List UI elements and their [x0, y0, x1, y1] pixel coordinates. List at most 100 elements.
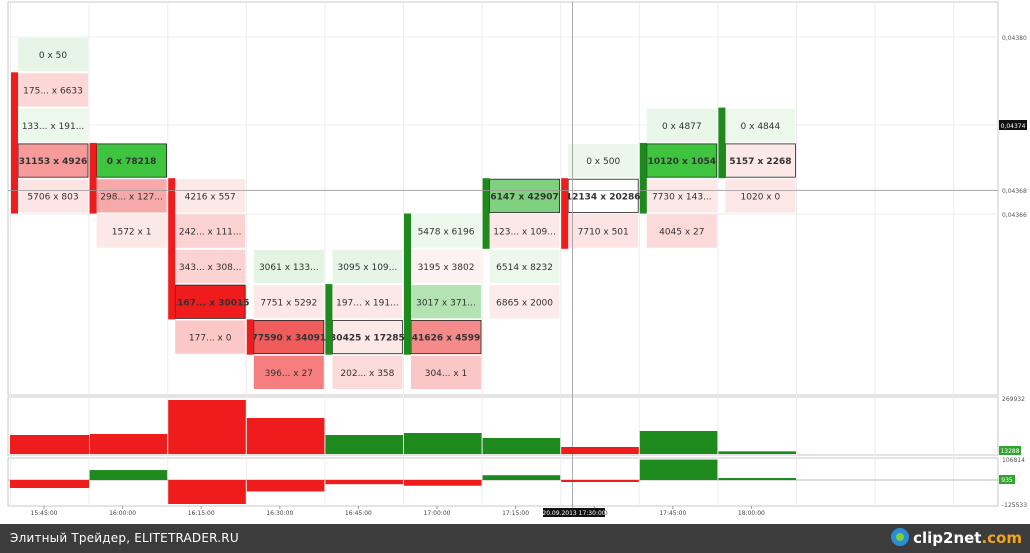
cell-label: 0 x 4844: [741, 122, 781, 132]
cell-label: 6514 x 8232: [496, 263, 553, 273]
footprint-cell: [489, 285, 560, 319]
time-tick-label: 17:00:00: [424, 510, 451, 517]
footprint-cell: [725, 108, 796, 142]
cell-label: 7730 x 143...: [652, 192, 712, 202]
delta-bar: [246, 480, 325, 492]
footprint-cell: [646, 214, 717, 248]
crosshair-time-tag: [543, 508, 605, 517]
footprint-cell: [411, 249, 481, 284]
footprint-cell: [175, 179, 246, 213]
footprint-cell: [18, 179, 88, 213]
footprint-cell: [725, 143, 796, 178]
cell-label: 0 x 500: [586, 157, 620, 167]
time-tick-label: 16:45:00: [345, 510, 372, 517]
delta-value-tag: [999, 475, 1015, 484]
delta-bar: [404, 480, 482, 486]
time-tick-label: 17:15:00: [502, 510, 529, 517]
cell-label: 77590 x 34091: [251, 334, 326, 344]
cell-label: 5706 x 803: [27, 192, 78, 202]
cell-label: 41626 x 4599: [412, 334, 480, 344]
current-price-tag: [999, 120, 1027, 130]
time-tick-label: 18:00:00: [738, 510, 765, 517]
candle-bar: [561, 178, 569, 249]
time-tick-label: 17:45:00: [659, 510, 686, 517]
footprint-cell: [174, 284, 246, 319]
footprint-cell: [18, 38, 88, 72]
cell-label: 304... x 1: [425, 369, 468, 379]
volume-bar: [482, 437, 561, 454]
cell-label: 175... x 6633: [23, 86, 83, 96]
footprint-cell: [646, 108, 717, 142]
footprint-cell: [332, 355, 403, 389]
cell-label: 31153 x 4926: [19, 157, 87, 167]
footprint-cell: [411, 214, 481, 248]
footprint-cell: [253, 285, 324, 319]
footprint-cell: [410, 319, 482, 355]
clip2net-logo-icon: [891, 528, 910, 546]
cell-label: 7710 x 501: [578, 228, 629, 238]
footprint-cell: [332, 285, 403, 319]
volume-bar: [89, 433, 168, 454]
candle-bar: [639, 142, 647, 214]
cell-label: 396... x 27: [265, 369, 313, 379]
cell-label: 1167... x 30015: [171, 298, 250, 308]
delta-bar: [89, 470, 168, 480]
cell-label: 0 x 4877: [662, 122, 702, 132]
logo-text: clip2net: [913, 529, 982, 547]
volume-bar: [325, 434, 403, 454]
cell-label: 7751 x 5292: [260, 298, 317, 308]
volume-bar: [561, 446, 639, 454]
cell-label: 5157 x 2268: [729, 157, 791, 167]
cell-label: 0 x 50: [39, 51, 68, 61]
delta-bar: [561, 480, 639, 482]
price-tick-label: 0,04380: [1002, 35, 1027, 42]
volume-max-label: 269932: [1002, 396, 1025, 403]
footprint-cell: [253, 249, 324, 284]
footprint-cell: [567, 178, 639, 213]
delta-pane: [7, 457, 999, 507]
footprint-chart: 0 x 50 175... x 6633 133... x 191... 31153 …: [7, 1, 1027, 517]
cell-label: 12134 x 20286: [566, 192, 641, 202]
delta-bar: [325, 480, 403, 485]
delta-bar: [10, 480, 89, 489]
cell-label: 298... x 127...: [100, 192, 163, 202]
delta-max-label: 106814: [1002, 457, 1025, 464]
cell-label: 202... x 358: [340, 369, 394, 379]
candle-bar: [718, 107, 726, 179]
volume-bar: [168, 400, 246, 454]
cell-label: 3095 x 109...: [338, 263, 398, 273]
footprint-cell: [96, 179, 167, 213]
cell-label: 343... x 308...: [179, 263, 242, 273]
candle-bar: [11, 72, 18, 214]
candle-bar: [482, 178, 490, 249]
footprint-cell: [18, 73, 88, 107]
cell-label: 6865 x 2000: [496, 298, 553, 308]
cell-label: 4045 x 27: [659, 228, 704, 238]
delta-min-label: -125533: [1002, 502, 1027, 509]
cell-label: 6147 x 42907: [490, 192, 558, 202]
footer-bar: Элитный Трейдер, ELITETRADER.RU clip2net…: [0, 524, 1030, 553]
footprint-cell: [18, 108, 88, 142]
cell-label: 3017 x 371...: [416, 298, 476, 308]
clip2net-logo: clip2net.com: [891, 528, 1022, 547]
cell-label: 133... x 191...: [22, 122, 85, 132]
footprint-cell: [489, 214, 560, 248]
footprint-cell: [568, 214, 639, 248]
footprint-cell: [332, 249, 403, 284]
candle-bar: [89, 142, 97, 214]
price-tick-label: 0,04366: [1002, 212, 1027, 219]
footprint-cell: [646, 179, 717, 213]
cell-label: 242... x 111...: [179, 228, 242, 238]
footprint-cell: [96, 214, 167, 248]
cell-label: 1020 x 0: [741, 192, 781, 202]
volume-bar: [404, 432, 482, 454]
footprint-cell: [411, 285, 481, 319]
cell-label: 10120 x 1054: [648, 157, 716, 167]
delta-bar: [482, 475, 561, 480]
footprint-cell: [646, 143, 718, 178]
time-tick-label: 16:30:00: [266, 510, 293, 517]
cell-label: 177... x 0: [189, 334, 232, 344]
volume-bar: [246, 417, 325, 454]
footprint-cell: [489, 249, 560, 284]
cell-label: 197... x 191...: [336, 298, 399, 308]
